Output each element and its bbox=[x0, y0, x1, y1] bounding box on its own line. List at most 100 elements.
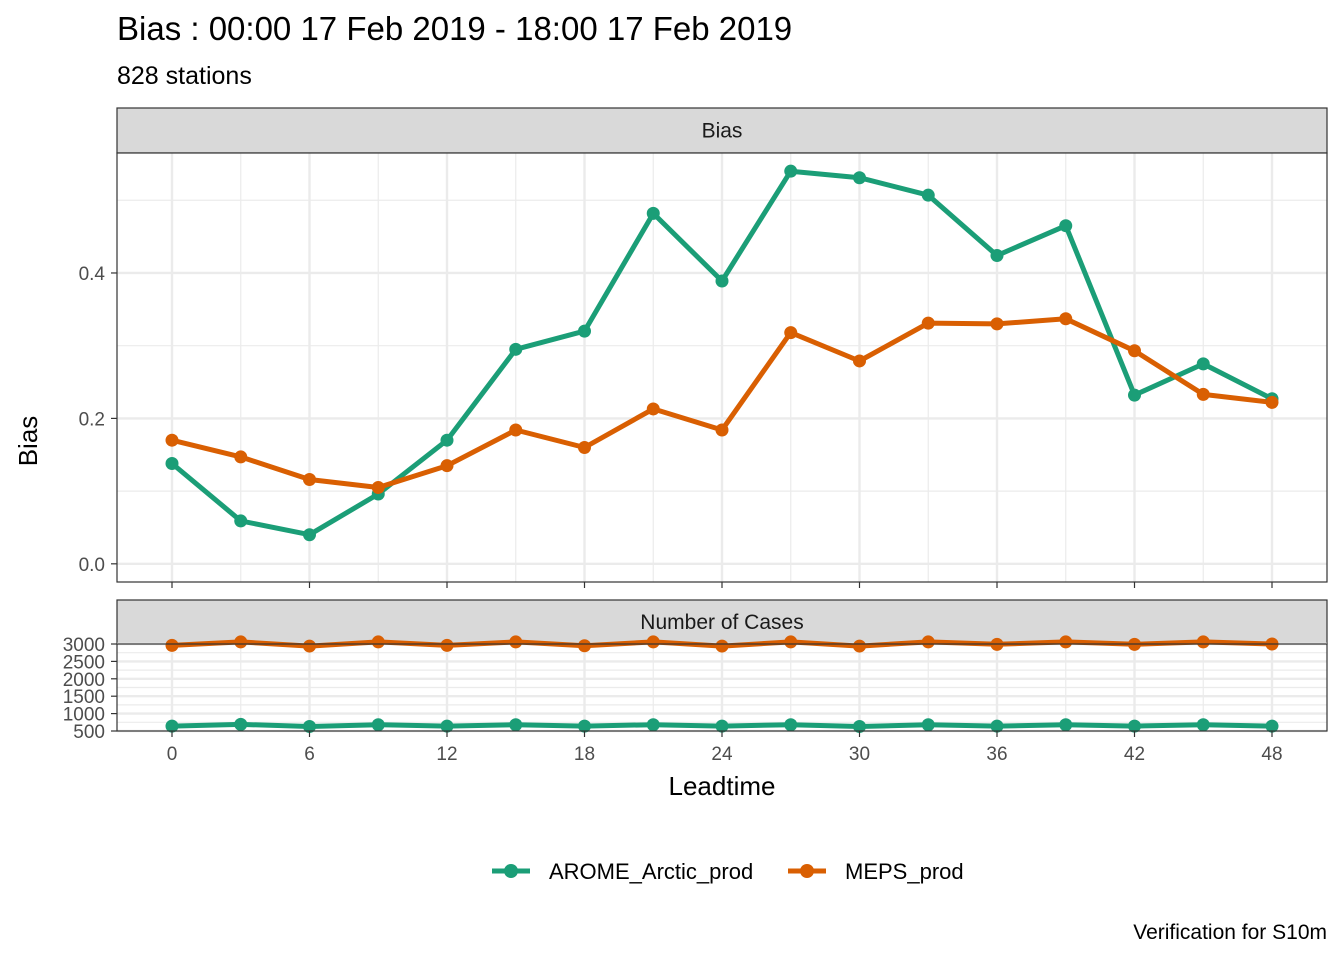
data-point bbox=[1196, 387, 1210, 401]
chart-title: Bias : 00:00 17 Feb 2019 - 18:00 17 Feb … bbox=[117, 10, 792, 47]
data-point bbox=[165, 719, 179, 733]
data-point bbox=[990, 249, 1004, 263]
x-tick-label: 12 bbox=[436, 744, 457, 765]
data-point bbox=[509, 423, 523, 437]
data-point bbox=[715, 423, 729, 437]
y-tick-label: 0.2 bbox=[79, 409, 105, 430]
data-point bbox=[440, 719, 454, 733]
data-point bbox=[165, 638, 179, 652]
data-point bbox=[1196, 357, 1210, 371]
data-point bbox=[990, 317, 1004, 331]
x-tick-label: 42 bbox=[1124, 744, 1145, 765]
x-tick-label: 18 bbox=[574, 744, 595, 765]
legend-label: MEPS_prod bbox=[845, 859, 964, 884]
caption: Verification for S10m bbox=[1133, 921, 1327, 944]
legend-swatch-point bbox=[800, 864, 814, 878]
data-point bbox=[578, 324, 591, 338]
data-point bbox=[715, 274, 729, 288]
data-point bbox=[1128, 388, 1141, 402]
legend-item: AROME_Arctic_prod bbox=[492, 859, 753, 884]
legend-item: MEPS_prod bbox=[788, 859, 964, 884]
data-point bbox=[578, 719, 591, 733]
data-point bbox=[1196, 635, 1210, 649]
y-tick-label: 1000 bbox=[63, 705, 105, 726]
data-point bbox=[646, 402, 660, 416]
data-point bbox=[1128, 719, 1141, 733]
x-tick-label: 6 bbox=[304, 744, 315, 765]
data-point bbox=[303, 639, 316, 653]
data-point bbox=[234, 514, 248, 528]
x-tick-label: 48 bbox=[1261, 744, 1282, 765]
y-tick-label: 2500 bbox=[63, 652, 105, 673]
legend-swatch-point bbox=[504, 864, 518, 878]
y-tick-label: 1500 bbox=[63, 687, 105, 708]
data-point bbox=[578, 440, 591, 454]
data-point bbox=[578, 639, 591, 653]
data-point bbox=[165, 433, 179, 447]
data-point bbox=[234, 717, 248, 731]
legend: AROME_Arctic_prod MEPS_prod bbox=[492, 859, 964, 884]
data-point bbox=[303, 528, 316, 542]
data-point bbox=[784, 635, 798, 649]
data-point bbox=[646, 718, 660, 732]
panel-strip-label: Bias bbox=[702, 120, 743, 143]
data-point bbox=[234, 635, 248, 649]
data-point bbox=[303, 719, 316, 733]
panel-strip bbox=[116, 107, 1328, 154]
data-point bbox=[1128, 344, 1141, 358]
x-axis-label: Leadtime bbox=[669, 771, 776, 801]
data-point bbox=[784, 326, 798, 340]
data-point bbox=[1265, 395, 1279, 409]
y-axis-label: Bias bbox=[13, 416, 43, 467]
data-point bbox=[234, 450, 248, 464]
data-point bbox=[784, 164, 798, 178]
data-point bbox=[853, 354, 866, 368]
data-point bbox=[1059, 312, 1073, 326]
x-tick-label: 0 bbox=[167, 744, 178, 765]
data-point bbox=[990, 719, 1004, 733]
data-point bbox=[784, 718, 798, 732]
panel-strip-label: Number of Cases bbox=[640, 611, 803, 634]
data-point bbox=[853, 171, 866, 185]
data-point bbox=[853, 639, 866, 653]
data-point bbox=[646, 635, 660, 649]
y-tick-label: 0.4 bbox=[79, 264, 106, 285]
data-point bbox=[371, 718, 385, 732]
legend-label: AROME_Arctic_prod bbox=[549, 859, 753, 884]
data-point bbox=[853, 719, 866, 733]
x-tick-label: 36 bbox=[986, 744, 1007, 765]
data-point bbox=[371, 480, 385, 494]
data-point bbox=[509, 342, 523, 356]
data-point bbox=[509, 718, 523, 732]
data-point bbox=[1196, 718, 1210, 732]
y-tick-label: 0.0 bbox=[79, 555, 105, 576]
x-tick-label: 30 bbox=[849, 744, 870, 765]
y-tick-label: 3000 bbox=[63, 635, 105, 656]
data-point bbox=[1059, 635, 1073, 649]
x-tick-label: 24 bbox=[711, 744, 733, 765]
data-point bbox=[1059, 718, 1073, 732]
data-point bbox=[921, 316, 935, 330]
data-point bbox=[646, 206, 660, 220]
data-point bbox=[1059, 219, 1073, 233]
bias-panel: Bias 0.0 0.2 0.4 bbox=[79, 107, 1328, 588]
y-tick-label: 500 bbox=[73, 722, 105, 743]
data-point bbox=[921, 188, 935, 202]
chart-subtitle: 828 stations bbox=[117, 62, 252, 90]
data-point bbox=[715, 639, 729, 653]
data-point bbox=[440, 433, 454, 447]
y-tick-label: 2000 bbox=[63, 670, 105, 691]
data-point bbox=[440, 638, 454, 652]
data-point bbox=[921, 718, 935, 732]
data-point bbox=[440, 459, 454, 473]
data-point bbox=[509, 635, 523, 649]
data-point bbox=[1265, 719, 1279, 733]
data-point bbox=[715, 719, 729, 733]
panel-strip bbox=[116, 599, 1328, 645]
data-point bbox=[303, 472, 316, 486]
data-point bbox=[165, 456, 179, 470]
data-point bbox=[921, 635, 935, 649]
